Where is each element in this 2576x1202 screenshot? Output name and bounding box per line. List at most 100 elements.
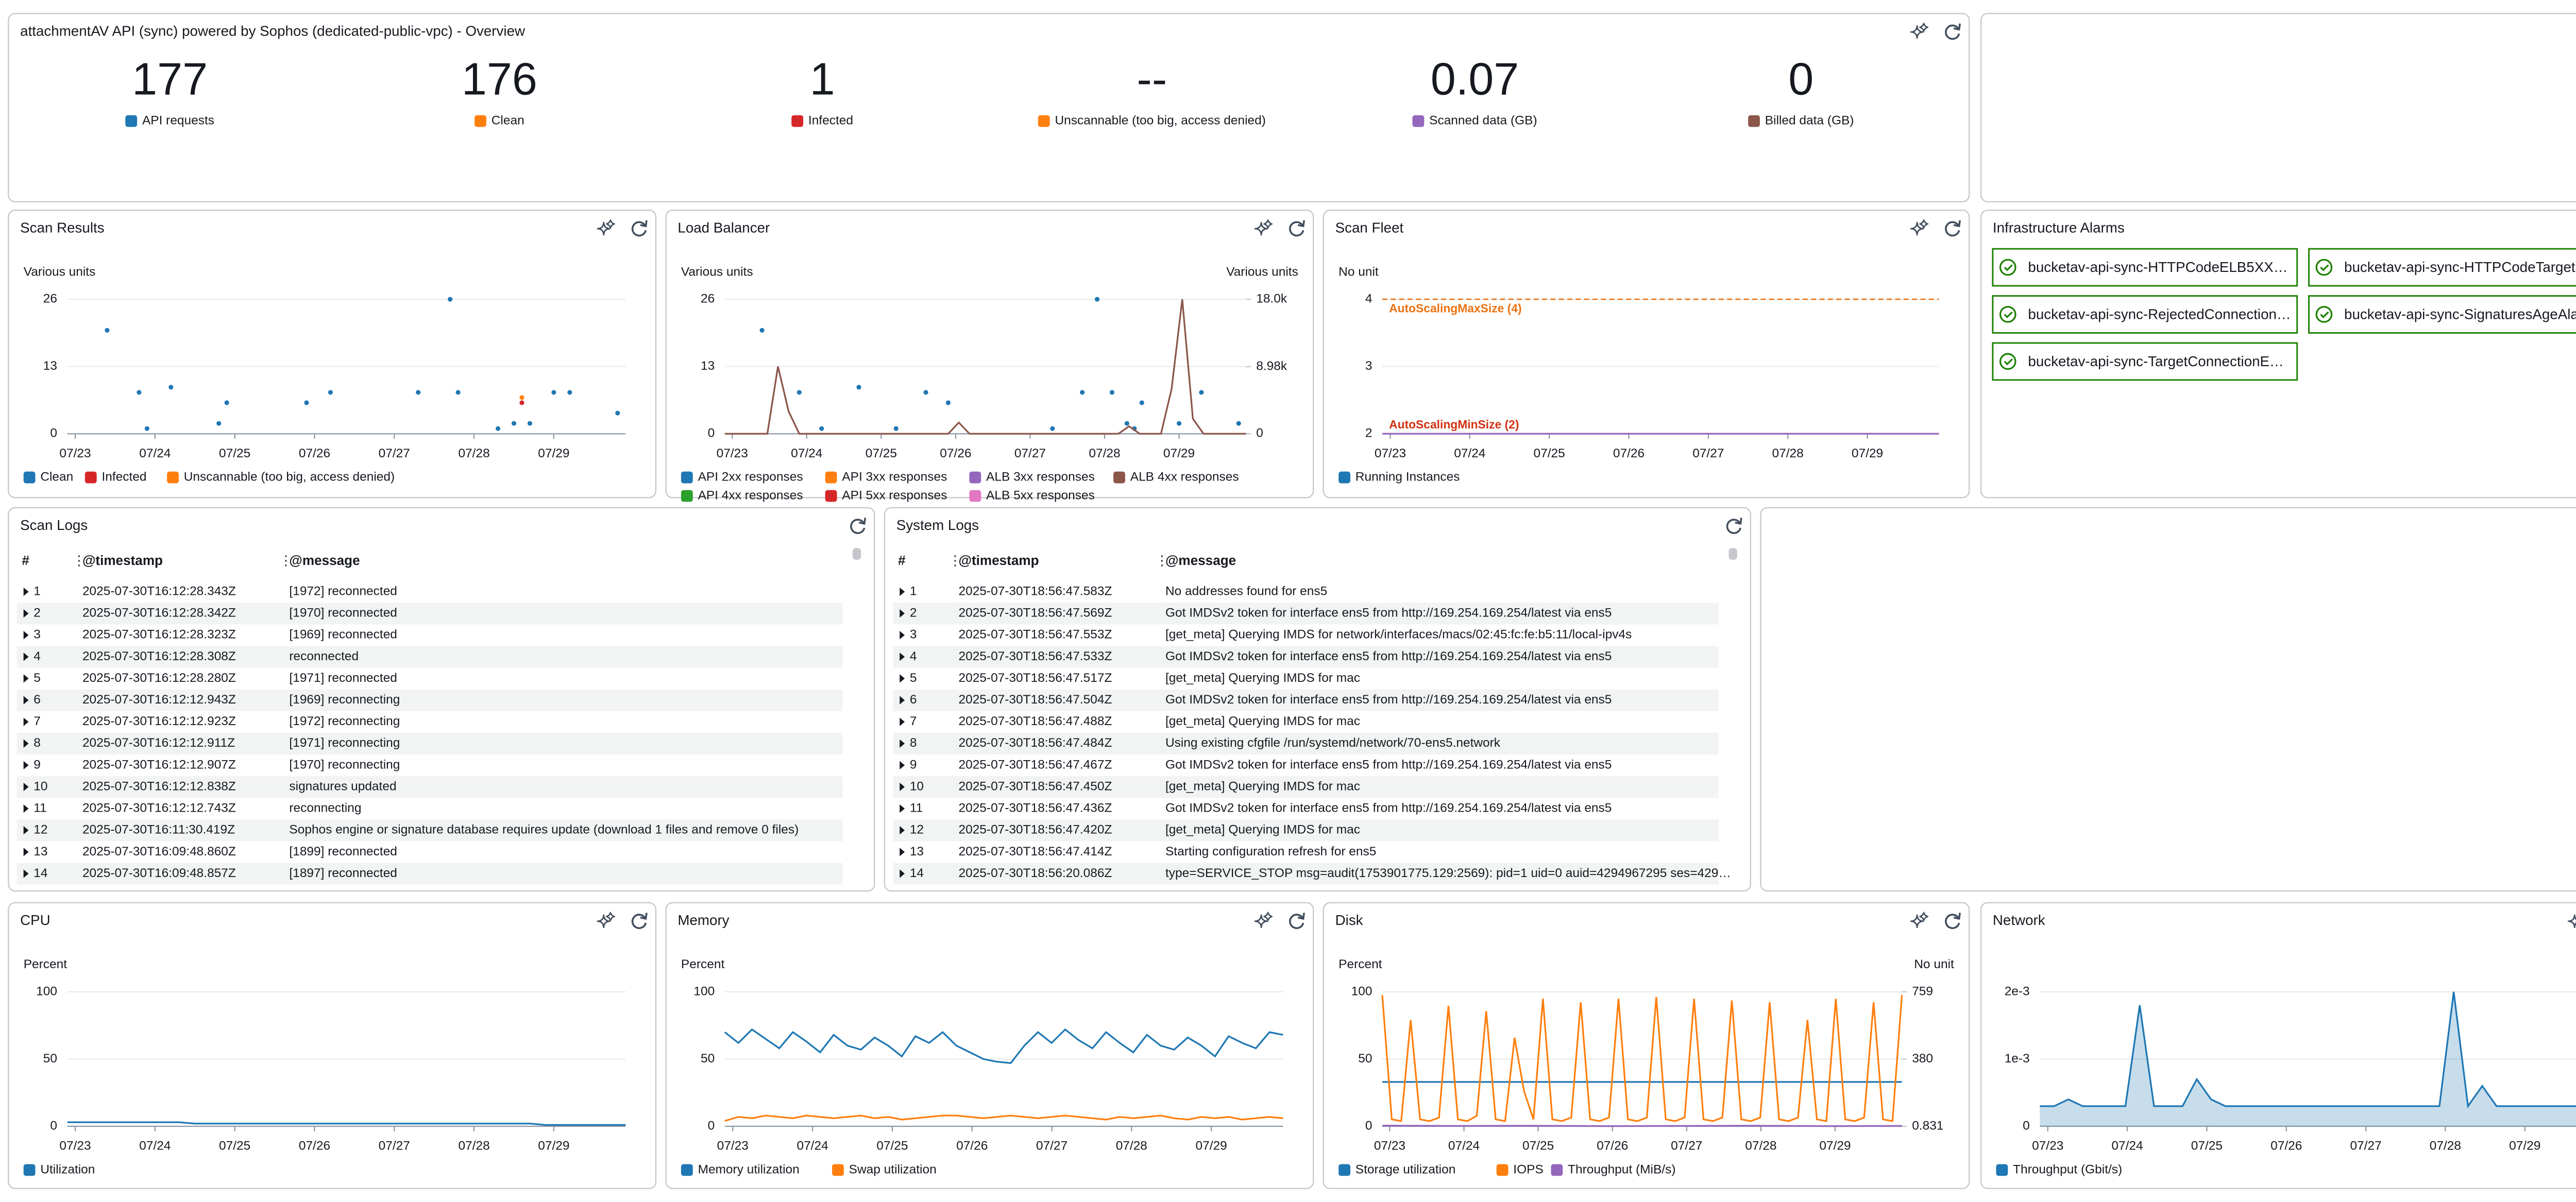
expand-icon[interactable] [23,848,29,856]
legend-label: Clean [40,470,73,484]
expand-icon[interactable] [900,674,905,683]
alarm-box[interactable] [2308,248,2576,287]
ai-button[interactable] [1910,911,1929,928]
x-tick-label: 07/27 [1036,1139,1067,1153]
y2-tick-label: 18.0k [1256,292,1287,306]
x-tick-label: 07/24 [2111,1139,2143,1153]
row-stripe [893,689,1719,711]
ai-button[interactable] [1254,219,1273,236]
alarm-ok-check [2320,311,2329,319]
row-stripe [893,646,1719,668]
expand-icon[interactable] [23,609,29,618]
data-point [144,426,149,431]
row-number: 6 [910,693,917,707]
expand-icon[interactable] [900,848,905,856]
scrollbar [1728,548,1737,560]
refresh-button[interactable] [1945,914,1960,929]
legend-label: API 4xx responses [698,488,803,502]
expand-icon[interactable] [900,696,905,705]
legend-label: ALB 4xx responses [1130,470,1239,484]
message: [get_meta] Querying IMDS for mac [1165,714,1360,728]
expand-icon[interactable] [23,717,29,726]
expand-icon[interactable] [23,761,29,770]
expand-icon[interactable] [23,869,29,878]
refresh-button[interactable] [1945,24,1960,40]
refresh-button[interactable] [1945,221,1960,237]
panel-title: Load Balancer [677,219,770,235]
refresh-button[interactable] [1289,914,1304,929]
ai-button[interactable] [1910,22,1929,39]
alarm-box[interactable] [1992,342,2298,381]
ai-button[interactable] [1254,911,1273,928]
expand-icon[interactable] [900,652,905,661]
refresh-button[interactable] [1289,221,1304,237]
row-number: 2 [910,606,917,620]
expand-icon[interactable] [900,869,905,878]
row-number: 4 [33,649,41,663]
column-header: # [898,553,906,568]
expand-icon[interactable] [900,609,905,618]
legend-swatch [1496,1164,1509,1176]
row-stripe [16,732,843,755]
x-tick-label: 07/23 [2032,1139,2063,1153]
ai-button[interactable] [2568,913,2576,928]
message: Got IMDSv2 token for interface ens5 from… [1165,693,1612,707]
data-point [519,400,524,405]
y-tick-label: 50 [701,1052,715,1066]
column-menu: ⋮ [948,553,962,568]
expand-icon[interactable] [900,804,905,813]
data-point [615,410,620,416]
ai-button[interactable] [597,219,616,236]
alarm-box[interactable] [1992,248,2298,287]
alarm-box[interactable] [2308,295,2576,334]
panel-title: Disk [1335,912,1363,928]
row-stripe [16,863,843,885]
row-number: 3 [910,628,917,642]
y-tick-label: 100 [693,984,715,998]
alarm-name: bucketav-api-sync-SignaturesAgeAlar… [2344,306,2576,322]
refresh-button[interactable] [850,519,866,534]
expand-icon[interactable] [23,739,29,748]
expand-icon[interactable] [23,674,29,683]
expand-icon[interactable] [23,587,29,596]
expand-icon[interactable] [900,761,905,770]
ai-button[interactable] [597,911,616,928]
legend-label: API 3xx responses [842,470,947,484]
expand-icon[interactable] [900,739,905,748]
expand-icon[interactable] [900,631,905,640]
x-tick-label: 07/26 [299,447,330,460]
expand-icon[interactable] [23,652,29,661]
expand-icon[interactable] [900,587,905,596]
message: [1969] reconnecting [289,693,400,707]
data-point [416,390,421,395]
y-tick-label: 4 [1365,292,1372,306]
legend-swatch [825,490,837,502]
expand-icon[interactable] [23,782,29,792]
legend-swatch [969,471,981,484]
timestamp: 2025-07-30T18:56:47.420Z [958,823,1112,837]
refresh-button[interactable] [631,221,647,237]
expand-icon[interactable] [23,804,29,813]
ai-button[interactable] [1910,219,1929,236]
row-stripe [893,732,1719,755]
refresh-button[interactable] [631,914,647,929]
panel-title: Scan Logs [20,517,88,533]
expand-icon[interactable] [23,826,29,835]
message: [1970] reconnecting [289,758,400,771]
legend-swatch [1338,1164,1351,1176]
expand-icon[interactable] [900,717,905,726]
timestamp: 2025-07-30T18:56:47.569Z [958,606,1112,620]
expand-icon[interactable] [23,696,29,705]
metric-swatch [1038,115,1050,127]
panel-title: Scan Results [20,219,104,235]
expand-icon[interactable] [900,782,905,792]
legend-swatch [969,490,981,502]
timestamp: 2025-07-30T16:12:28.342Z [82,606,236,620]
data-point [945,400,951,405]
timestamp: 2025-07-30T16:12:12.743Z [82,801,236,815]
expand-icon[interactable] [900,826,905,835]
alarm-box[interactable] [1992,295,2298,334]
expand-icon[interactable] [23,631,29,640]
refresh-button[interactable] [1726,519,1742,534]
